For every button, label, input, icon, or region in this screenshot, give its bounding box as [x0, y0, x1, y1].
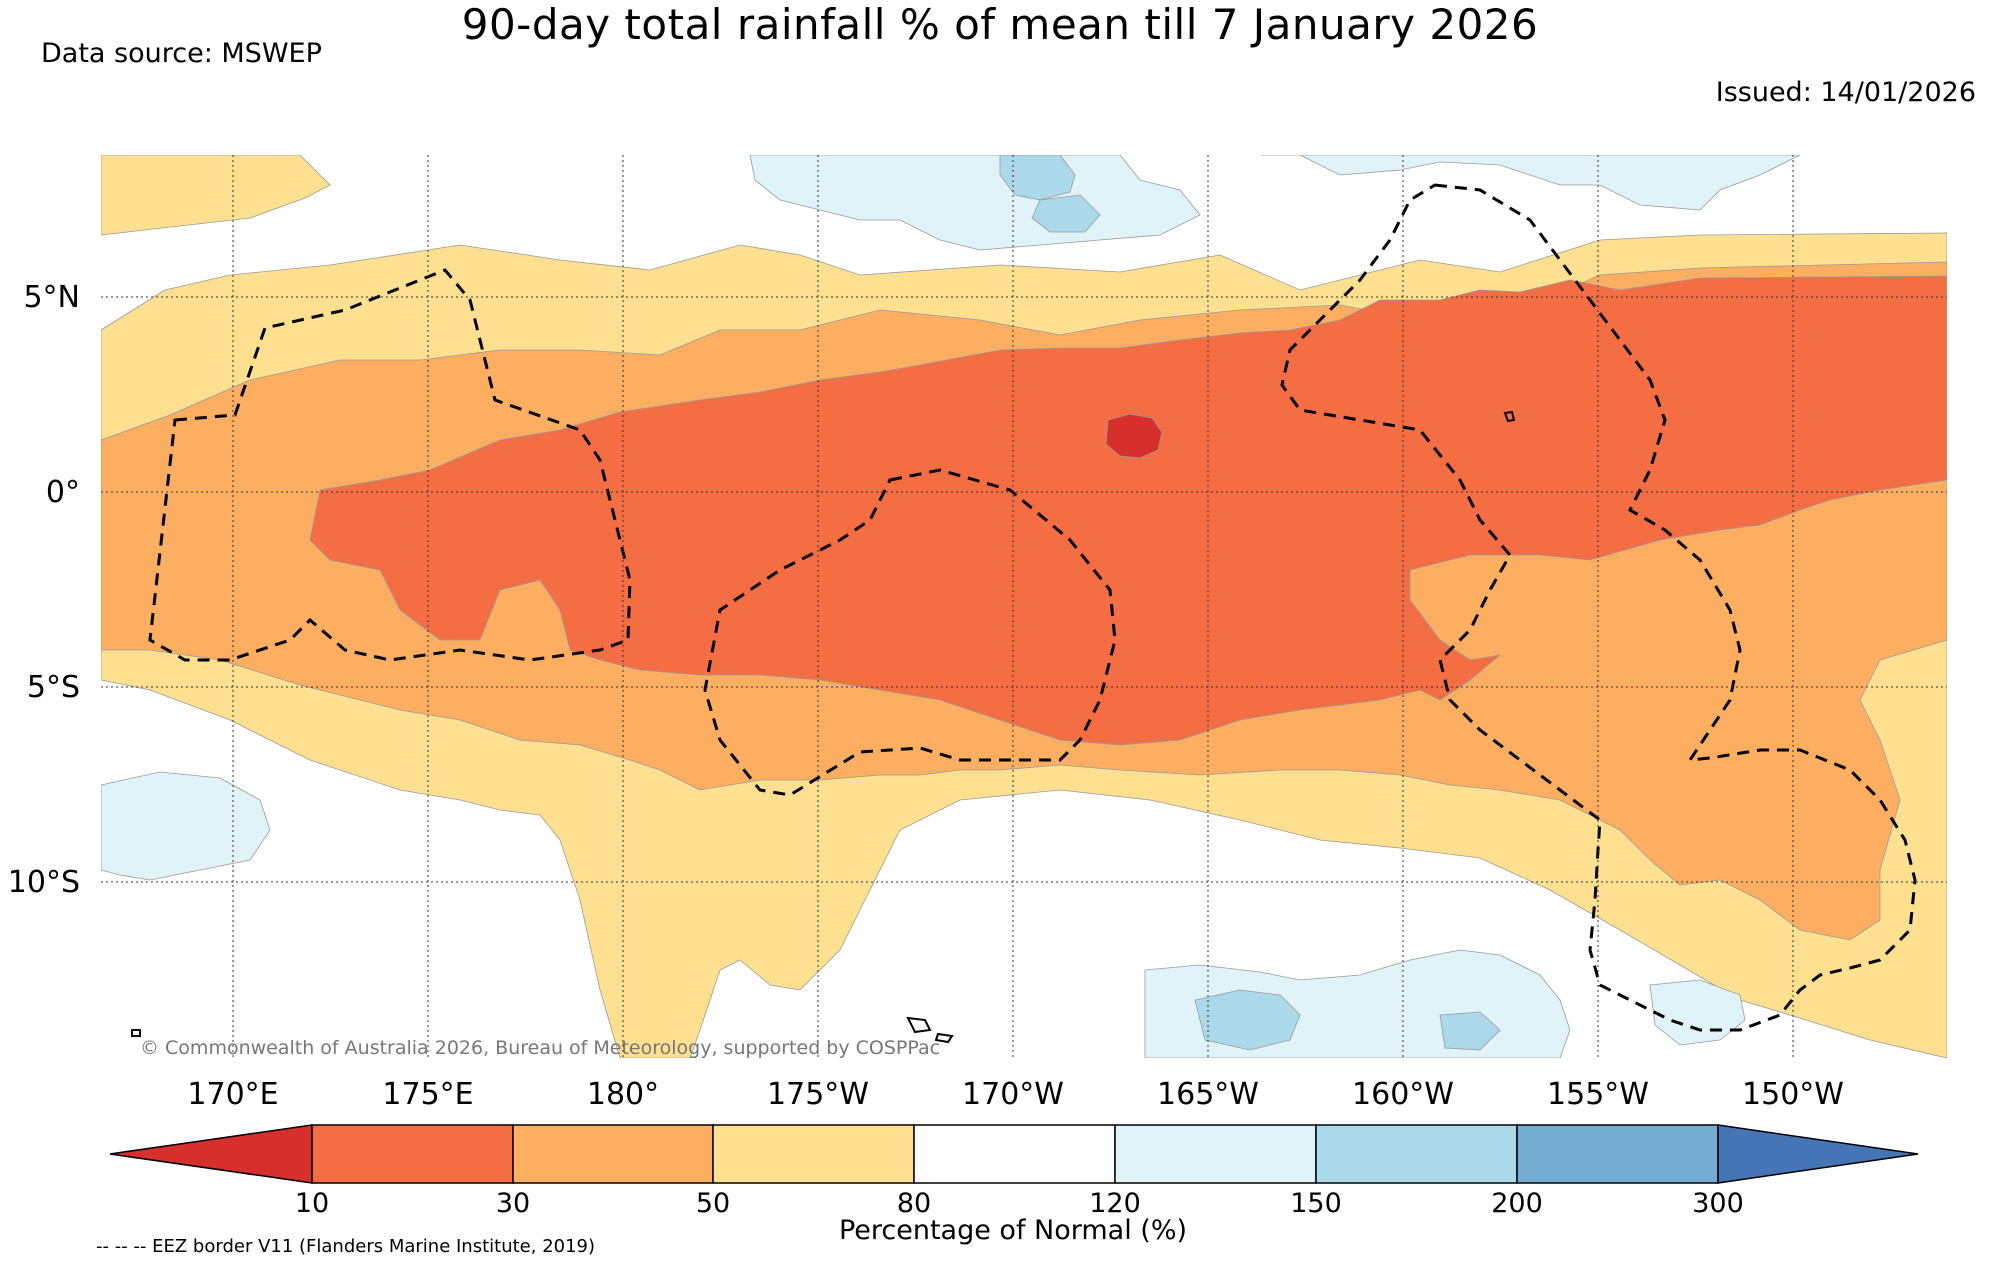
rainfall-map [101, 155, 1947, 1058]
eez-kiribati-gilbert [148, 268, 632, 662]
lon-label: 160°W [1352, 1077, 1454, 1112]
eez-note: -- -- -- EEZ border V11 (Flanders Marine… [96, 1236, 596, 1257]
legend-tick-label: 300 [1692, 1188, 1744, 1219]
lat-label: 5°N [23, 280, 80, 315]
data-source: Data source: MSWEP [41, 38, 322, 69]
legend-arrow-high [1717, 1124, 1919, 1184]
lon-label: 150°W [1742, 1077, 1844, 1112]
legend-title: Percentage of Normal (%) [839, 1215, 1187, 1246]
lon-label: 165°W [1157, 1077, 1259, 1112]
legend-swatch [1114, 1124, 1317, 1184]
legend-tick-label: 120 [1089, 1188, 1141, 1219]
legend-tick-label: 30 [496, 1188, 530, 1219]
legend-colorbar [109, 1124, 1919, 1184]
legend-swatch [311, 1124, 514, 1184]
legend-swatch [913, 1124, 1116, 1184]
region-lt10 [1105, 413, 1163, 459]
eez-kiribati-line [1280, 183, 1917, 1032]
issued-date: Issued: 14/01/2026 [1715, 77, 1976, 108]
legend-tick-label: 50 [696, 1188, 730, 1219]
lon-label: 155°W [1547, 1077, 1649, 1112]
region-10-30 [309, 275, 1947, 746]
legend-tick-label: 80 [897, 1188, 931, 1219]
region-150-200-south [1194, 989, 1501, 1051]
lon-label: 170°W [962, 1077, 1064, 1112]
copyright-text: © Commonwealth of Australia 2026, Bureau… [140, 1037, 940, 1059]
lon-label: 170°E [187, 1077, 278, 1112]
island-b [934, 1032, 954, 1044]
legend-swatch [1315, 1124, 1518, 1184]
island-a [906, 1016, 932, 1034]
legend-ticks: 10 30 50 80 120 150 200 300 [295, 1188, 1744, 1219]
longitude-labels: 170°E 175°E 180° 175°W 170°W 165°W 160°W 155°W 1… [187, 1077, 1844, 1112]
legend-tick-label: 200 [1491, 1188, 1543, 1219]
eez-borders [148, 183, 1917, 1032]
lat-label: 5°S [27, 670, 80, 705]
islands [131, 410, 1516, 1044]
latitude-labels: 5°N 0° 5°S 10°S [8, 280, 80, 900]
legend-arrow-low [109, 1124, 313, 1184]
lon-label: 175°E [382, 1077, 473, 1112]
map-title: 90-day total rainfall % of mean till 7 J… [461, 0, 1539, 49]
region-150-200-north [999, 155, 1101, 233]
lat-label: 0° [46, 475, 80, 510]
lon-label: 180° [587, 1077, 659, 1112]
legend-tick-label: 150 [1290, 1188, 1342, 1219]
lat-label: 10°S [8, 865, 80, 900]
island-c [1503, 410, 1516, 423]
island-d [131, 1029, 141, 1037]
eez-kiribati-phoenix [703, 468, 1117, 797]
gridlines [101, 155, 1947, 1058]
legend-tick-label: 10 [295, 1188, 329, 1219]
legend-swatch [1516, 1124, 1719, 1184]
legend-swatch [512, 1124, 714, 1184]
legend-swatch [712, 1124, 915, 1184]
region-120-150-west [101, 771, 271, 881]
lon-label: 175°W [767, 1077, 869, 1112]
